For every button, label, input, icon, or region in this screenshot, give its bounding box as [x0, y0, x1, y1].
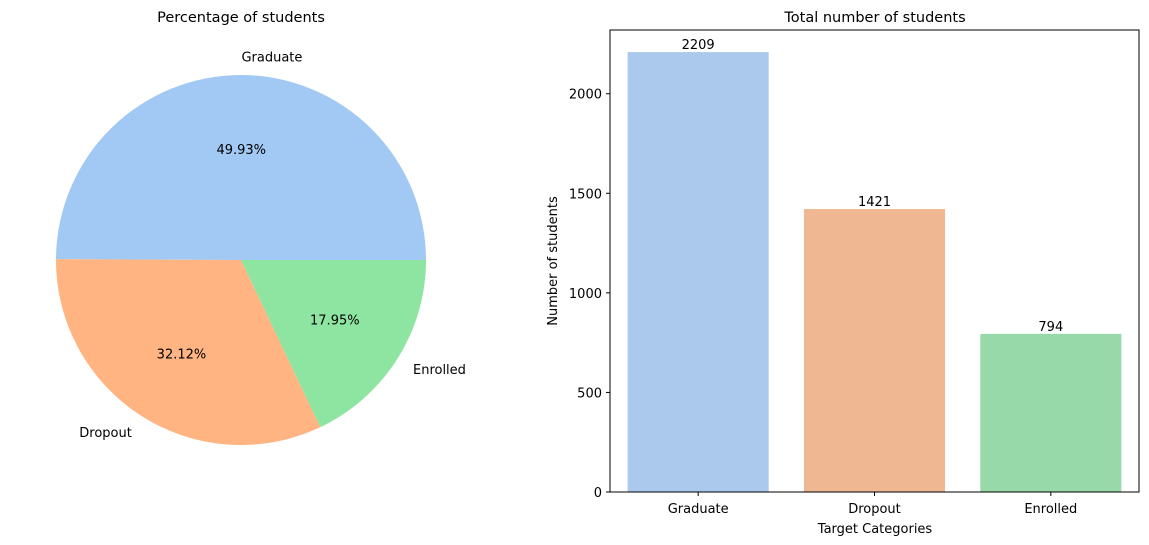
pie-category-label-dropout: Dropout — [79, 426, 132, 441]
bar-value-label-dropout: 1421 — [858, 195, 891, 210]
bar-value-label-graduate: 2209 — [682, 38, 715, 53]
bar-value-label-enrolled: 794 — [1038, 320, 1063, 335]
pie-value-label-dropout: 32.12% — [157, 348, 207, 363]
bar-chart: Total number of students 2209 1421 794 0 50… — [546, 10, 1140, 537]
y-axis-label: Number of students — [546, 196, 561, 326]
x-tick-label-graduate: Graduate — [668, 502, 729, 517]
pie-slice-dropout — [55, 259, 321, 445]
x-axis-label: Target Categories — [817, 522, 933, 537]
pie-value-label-graduate: 49.93% — [216, 143, 266, 158]
y-tick-label-2000: 2000 — [569, 88, 602, 103]
y-tick-label-500: 500 — [577, 386, 602, 401]
x-tick-label-dropout: Dropout — [848, 502, 901, 517]
y-tick-label-1500: 1500 — [569, 187, 602, 202]
bar-enrolled — [980, 333, 1122, 492]
bar-dropout — [803, 209, 946, 492]
x-axis: Graduate Dropout Enrolled — [668, 492, 1077, 517]
pie-slice-graduate — [56, 75, 426, 260]
bars — [627, 52, 1122, 492]
pie-slices — [55, 75, 426, 445]
pie-category-label-graduate: Graduate — [241, 51, 302, 66]
y-tick-label-0: 0 — [594, 486, 602, 501]
plot-frame — [609, 29, 1140, 493]
bar-value-labels: 2209 1421 794 — [682, 38, 1064, 335]
pie-labels: 49.93% Graduate 32.12% Dropout 17.95% Enrolle… — [79, 51, 466, 441]
bar-graduate — [627, 52, 769, 492]
y-axis: 0 500 1000 1500 2000 — [569, 88, 610, 501]
pie-value-label-enrolled: 17.95% — [310, 313, 360, 328]
y-tick-label-1000: 1000 — [569, 287, 602, 302]
bar-chart-title: Total number of students — [783, 10, 965, 26]
pie-chart-title: Percentage of students — [157, 10, 325, 26]
pie-slice-enrolled — [241, 260, 426, 428]
pie-category-label-enrolled: Enrolled — [413, 363, 466, 378]
x-tick-label-enrolled: Enrolled — [1024, 502, 1077, 517]
pie-chart: Percentage of students 49.93% Graduate 32.… — [55, 10, 466, 445]
